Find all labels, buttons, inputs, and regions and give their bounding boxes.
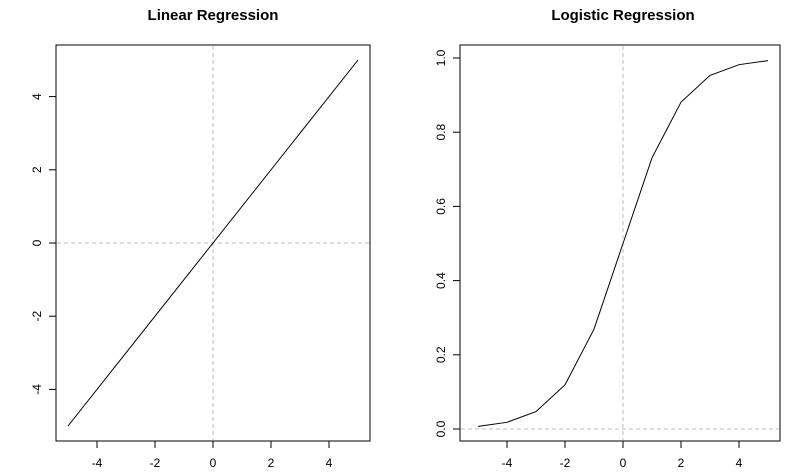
linear-y-tick-label: -2: [30, 311, 44, 322]
logistic-marks: -4 -2 0 2 4 0.0 0.2 0.4 0.6 0.8 1.0: [434, 46, 779, 470]
logistic-x-tick-label: -4: [502, 456, 513, 470]
logistic-x-tick-label: 2: [678, 456, 685, 470]
linear-marks: -4 -2 0 2 4 -4 -2 0 2 4: [30, 46, 369, 470]
linear-y-tick-label: -4: [30, 384, 44, 395]
linear-series-line: [67, 59, 359, 427]
linear-x-tick-label: 4: [326, 456, 333, 470]
logistic-x-tick-label: 0: [620, 456, 627, 470]
logistic-series-line: [477, 60, 769, 427]
logistic-y-tick-label: 0.4: [434, 272, 448, 289]
logistic-y-tick-label: 0.0: [434, 420, 448, 437]
logistic-y-tick-label: 1.0: [434, 49, 448, 66]
logistic-x-tick-label: -2: [560, 456, 571, 470]
linear-x-tick-label: -4: [92, 456, 103, 470]
logistic-plot-frame: [459, 44, 781, 442]
linear-x-tick-label: 0: [210, 456, 217, 470]
linear-regression-panel: Linear Regression -4 -2 0 2 4 -4 -2 0 2 4: [30, 7, 371, 470]
linear-y-tick-label: 4: [30, 93, 44, 100]
linear-y-tick-label: 0: [30, 239, 44, 246]
logistic-x-tick-label: 4: [736, 456, 743, 470]
logistic-y-tick-label: 0.8: [434, 124, 448, 141]
logistic-y-tick-label: 0.6: [434, 198, 448, 215]
logistic-y-tick-label: 0.2: [434, 346, 448, 363]
linear-x-tick-label: 2: [268, 456, 275, 470]
logistic-regression-title: Logistic Regression: [551, 7, 694, 24]
linear-x-tick-label: -2: [150, 456, 161, 470]
linear-regression-title: Linear Regression: [148, 7, 279, 24]
logistic-regression-panel: Logistic Regression -4 -2 0 2 4 0.0 0.2 0.4 0.6 0…: [434, 7, 781, 470]
linear-y-tick-label: 2: [30, 166, 44, 173]
